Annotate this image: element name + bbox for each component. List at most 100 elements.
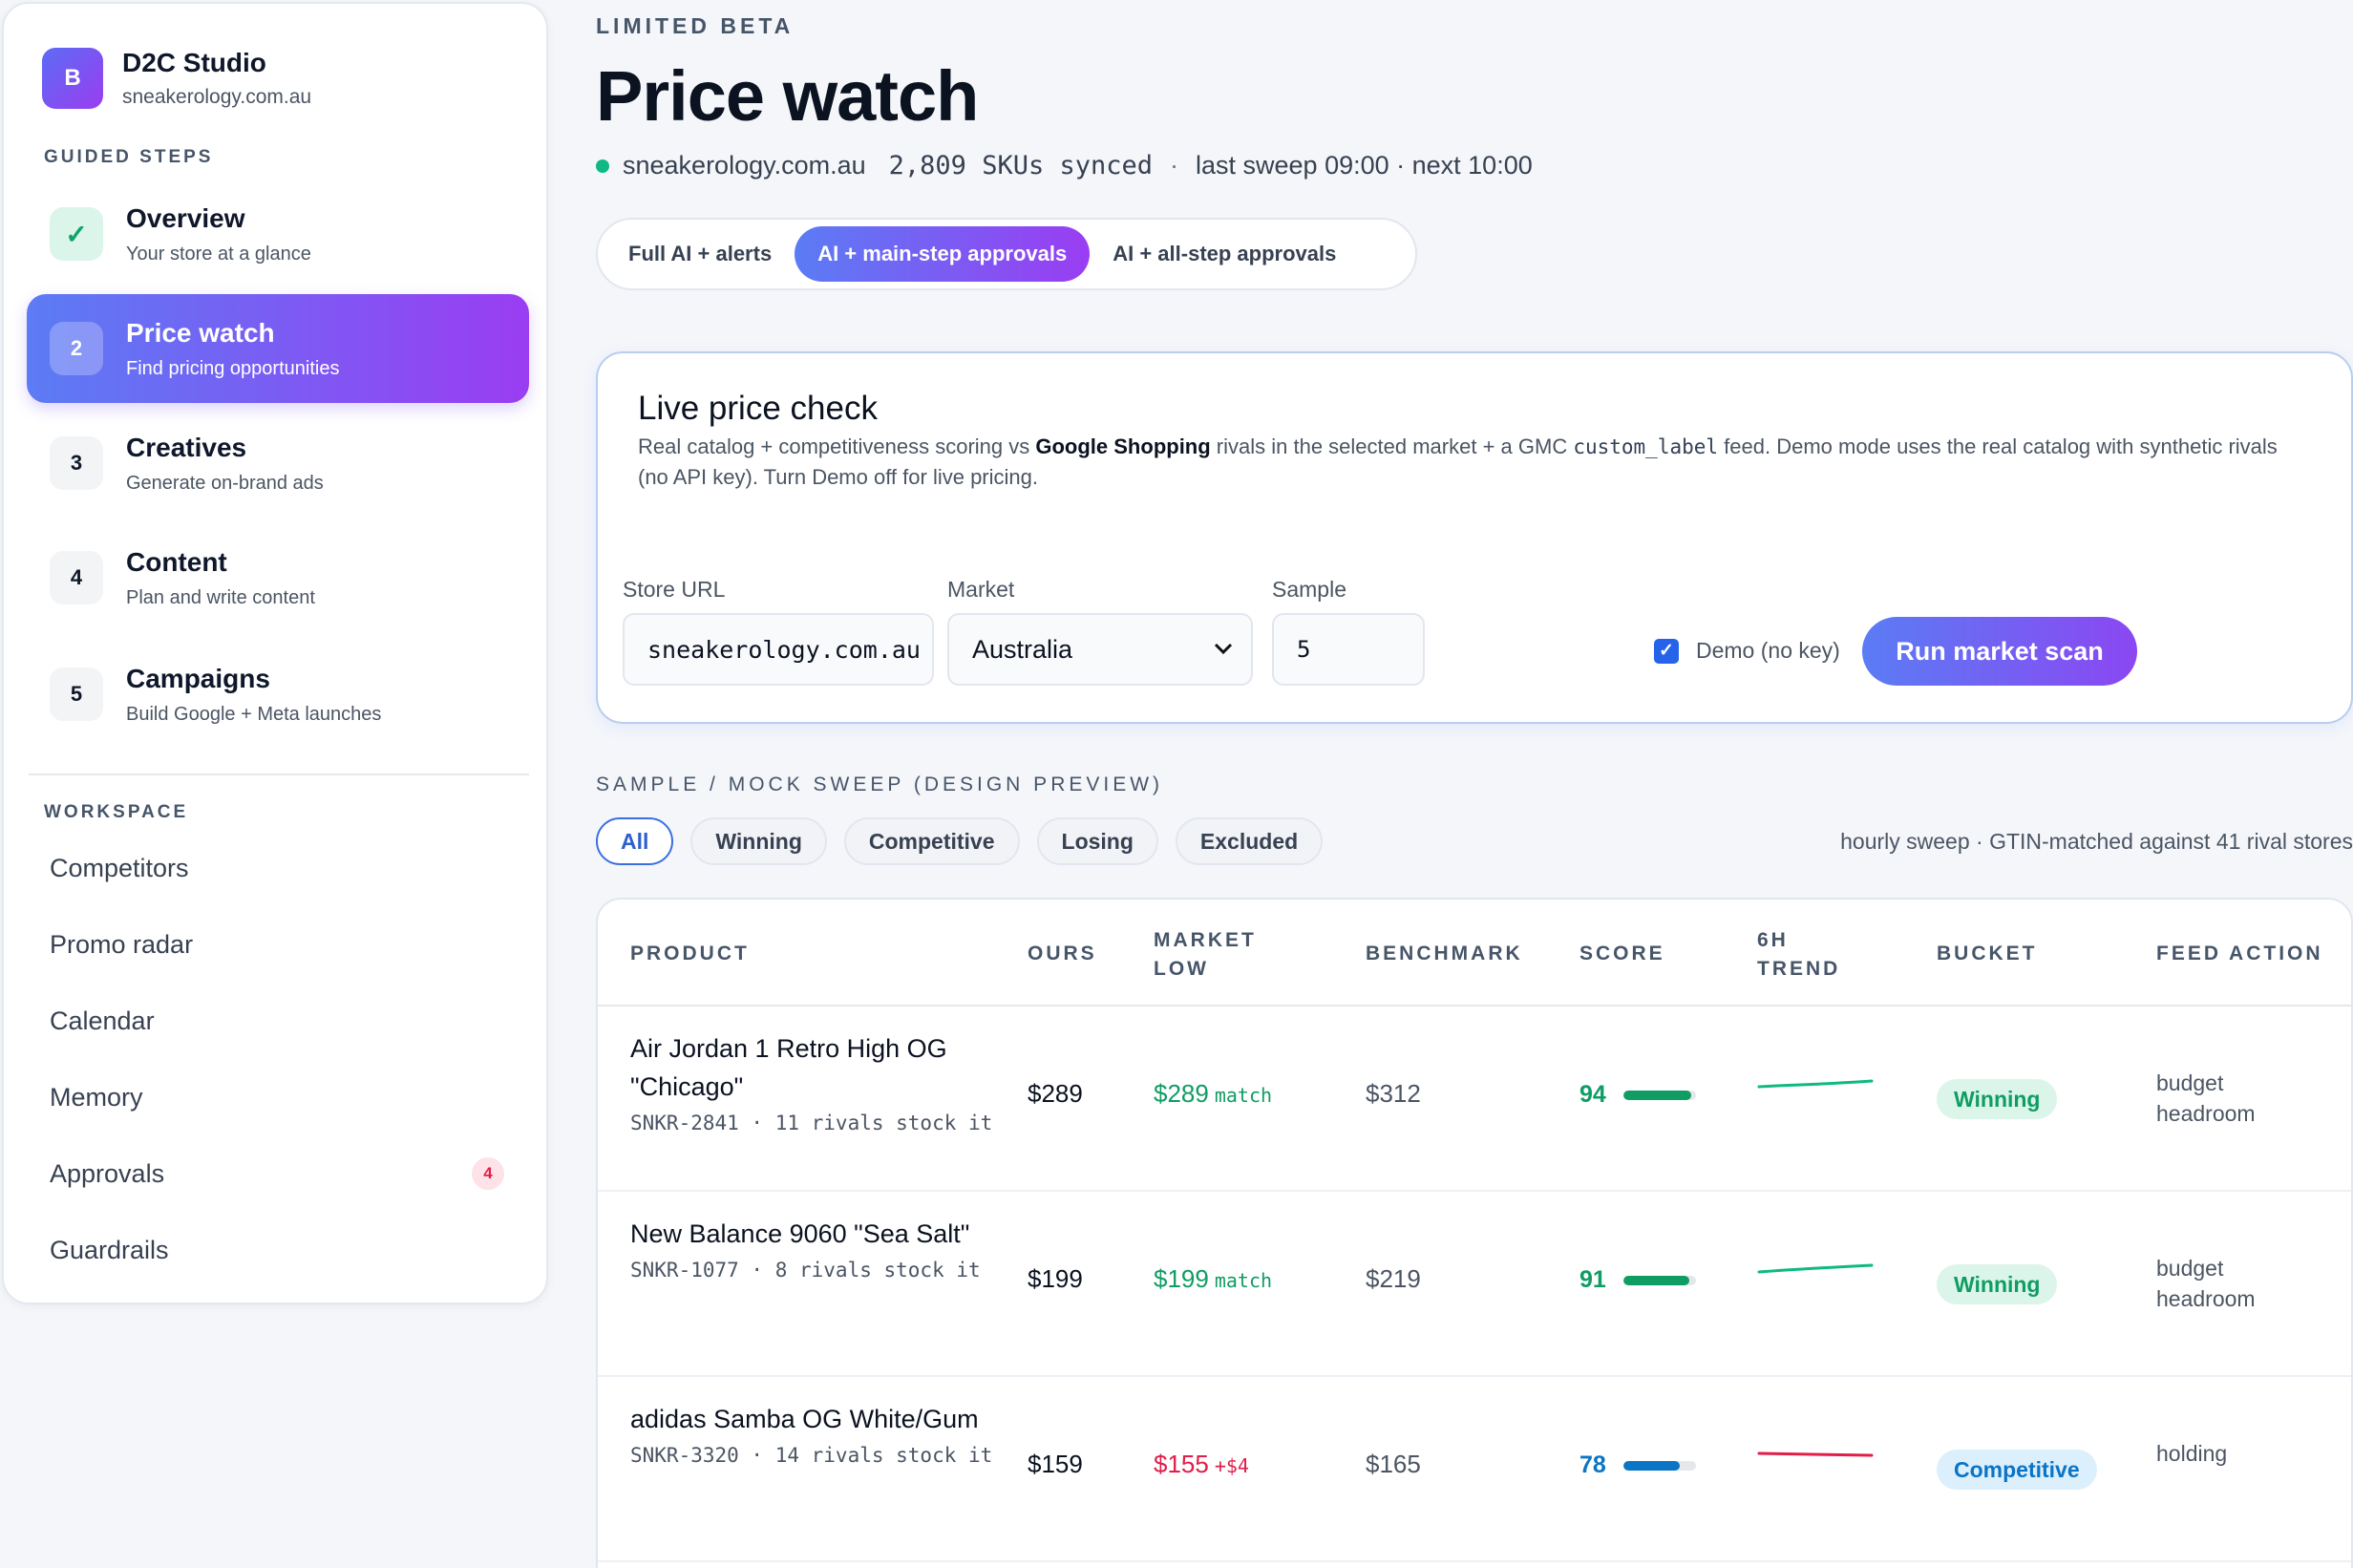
mode-main-step-approvals[interactable]: AI + main-step approvals [795, 226, 1091, 282]
sidebar-item-approvals[interactable]: Approvals 4 [50, 1157, 518, 1190]
score-bar-fill [1623, 1090, 1692, 1100]
sidebar-item-label: Approvals [50, 1158, 165, 1188]
market-value: Australia [972, 634, 1073, 664]
store-status: sneakerology.com.au 2,809 SKUs synced · … [596, 151, 1533, 180]
step-title: Overview [126, 202, 245, 233]
feed-action: budget headroom [2156, 1256, 2256, 1311]
sidebar-divider [29, 773, 529, 775]
score-value: 94 [1579, 1081, 1606, 1108]
product-cell: Air Jordan 1 Retro High OG "Chicago" SNK… [630, 1029, 993, 1138]
product-meta: SNKR-3320 · 14 rivals stock it [630, 1444, 993, 1467]
table-row[interactable]: adidas Samba OG White/Gum SNKR-3320 · 14… [598, 1377, 2351, 1562]
column-header-bucket: BUCKET [1937, 943, 2038, 964]
step-overview[interactable]: ✓ Overview Your store at a glance [27, 180, 529, 288]
column-header-trend: 6H TREND [1757, 929, 1841, 980]
table-row[interactable]: New Balance 9060 "Sea Salt" SNKR-1077 · … [598, 1192, 2351, 1377]
bucket-badge: Winning [1937, 1264, 2058, 1304]
filter-losing[interactable]: Losing [1036, 817, 1158, 865]
sweep-schedule: last sweep 09:00 · next 10:00 [1196, 151, 1533, 180]
sidebar-item-memory[interactable]: Memory [50, 1083, 518, 1112]
product-name: Air Jordan 1 Retro High OG "Chicago" [630, 1034, 947, 1101]
brand[interactable]: B D2C Studio sneakerology.com.au [42, 48, 311, 109]
sidebar-item-label: Guardrails [50, 1236, 169, 1264]
step-price-watch[interactable]: 2 Price watch Find pricing opportunities [27, 294, 529, 403]
sample-label: Sample [1272, 577, 1346, 602]
product-meta: SNKR-2841 · 11 rivals stock it [630, 1112, 993, 1134]
benchmark-price: $312 [1366, 1079, 1421, 1108]
market-select[interactable]: Australia [947, 613, 1253, 686]
bucket-badge: Winning [1937, 1079, 2058, 1119]
score-bar [1623, 1090, 1696, 1100]
step-creatives[interactable]: 3 Creatives Generate on-brand ads [27, 409, 529, 518]
sidebar-item-label: Calendar [50, 1006, 155, 1035]
beta-eyebrow: LIMITED BETA [596, 13, 795, 38]
product-cell: New Balance 9060 "Sea Salt" SNKR-1077 · … [630, 1215, 993, 1285]
market-low: $155 +$4 [1154, 1450, 1249, 1478]
column-header-score: SCORE [1579, 943, 1665, 964]
step-number: 5 [50, 667, 103, 721]
our-price: $199 [1028, 1264, 1083, 1293]
sidebar-item-label: Memory [50, 1083, 143, 1112]
step-title: Campaigns [126, 663, 270, 693]
trend-sparkline [1757, 1255, 1876, 1288]
run-market-scan-button[interactable]: Run market scan [1862, 617, 2137, 686]
product-name: New Balance 9060 "Sea Salt" [630, 1219, 970, 1248]
score-value: 78 [1579, 1451, 1606, 1478]
our-price: $159 [1028, 1450, 1083, 1478]
score-value: 91 [1579, 1266, 1606, 1293]
chevron-down-icon [1213, 639, 1234, 661]
product-cell: adidas Samba OG White/Gum SNKR-3320 · 14… [630, 1400, 993, 1471]
demo-label: Demo (no key) [1696, 638, 1840, 663]
demo-toggle[interactable]: ✓ Demo (no key) [1654, 638, 1840, 664]
step-subtitle: Find pricing opportunities [126, 357, 340, 379]
product-meta: SNKR-1077 · 8 rivals stock it [630, 1259, 981, 1282]
score: 94 [1579, 1081, 1696, 1109]
trend-sparkline [1757, 1440, 1876, 1473]
demo-checkbox[interactable]: ✓ [1654, 638, 1679, 664]
step-content[interactable]: 4 Content Plan and write content [27, 523, 529, 632]
feed-action: budget headroom [2156, 1070, 2256, 1126]
sample-input[interactable]: 5 [1272, 613, 1425, 686]
step-number: 4 [50, 551, 103, 604]
step-subtitle: Your store at a glance [126, 243, 311, 265]
card-description: Real catalog + competitiveness scoring v… [638, 434, 2278, 489]
sidebar-item-guardrails[interactable]: Guardrails [50, 1236, 518, 1265]
step-campaigns[interactable]: 5 Campaigns Build Google + Meta launches [27, 640, 529, 749]
trend-sparkline [1757, 1070, 1876, 1103]
brand-domain: sneakerology.com.au [122, 86, 312, 108]
brand-logo: B [42, 48, 103, 109]
benchmark-price: $165 [1366, 1450, 1421, 1478]
market-low: $199 match [1154, 1264, 1273, 1293]
filter-excluded[interactable]: Excluded [1175, 817, 1324, 865]
automation-mode-selector: Full AI + alerts AI + main-step approval… [596, 218, 1417, 290]
filter-all[interactable]: All [596, 817, 674, 865]
price-table: PRODUCT OURS MARKET LOW BENCHMARK SCORE 6… [596, 898, 2353, 1568]
score: 91 [1579, 1266, 1696, 1294]
filter-competitive[interactable]: Competitive [843, 817, 1020, 865]
sidebar-item-calendar[interactable]: Calendar [50, 1006, 518, 1036]
table-row[interactable]: Air Jordan 1 Retro High OG "Chicago" SNK… [598, 1006, 2351, 1192]
score-bar [1623, 1460, 1696, 1471]
product-name: adidas Samba OG White/Gum [630, 1405, 979, 1433]
step-title: Content [126, 546, 227, 577]
column-header-feed-action: FEED ACTION [2156, 943, 2323, 964]
sidebar: B D2C Studio sneakerology.com.au GUIDED … [2, 2, 548, 1304]
score-bar-fill [1623, 1460, 1681, 1471]
store-url-input[interactable]: sneakerology.com.au [623, 613, 934, 686]
store-domain: sneakerology.com.au [623, 151, 866, 180]
live-price-check-card: Live price check Real catalog + competit… [596, 351, 2353, 724]
sku-count: 2,809 SKUs synced [888, 151, 1153, 180]
score: 78 [1579, 1451, 1696, 1479]
sidebar-item-competitors[interactable]: Competitors [50, 854, 518, 883]
sidebar-item-promo-radar[interactable]: Promo radar [50, 930, 518, 960]
sidebar-item-label: Promo radar [50, 930, 194, 959]
step-subtitle: Generate on-brand ads [126, 472, 324, 494]
score-bar-fill [1623, 1275, 1690, 1285]
mode-all-step-approvals[interactable]: AI + all-step approvals [1113, 242, 1337, 265]
online-status-dot [596, 159, 609, 173]
filter-winning[interactable]: Winning [690, 817, 827, 865]
step-number: 3 [50, 436, 103, 490]
bucket-badge: Competitive [1937, 1450, 2097, 1490]
mode-full-ai[interactable]: Full AI + alerts [628, 242, 773, 265]
brand-name: D2C Studio [122, 48, 266, 77]
